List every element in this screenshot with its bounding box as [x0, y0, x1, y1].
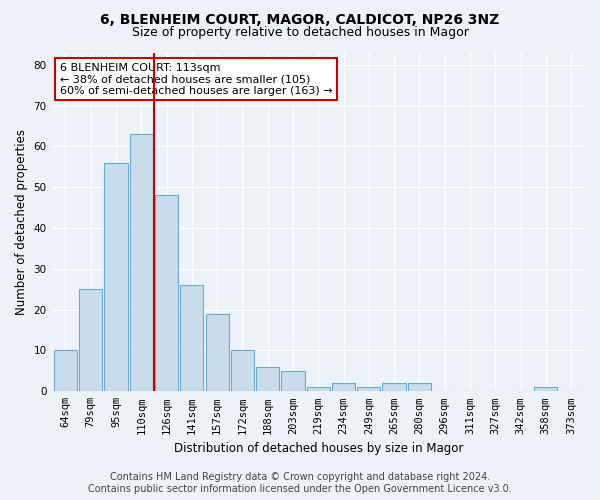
Bar	[534, 387, 557, 392]
Bar	[104, 162, 128, 392]
Bar	[357, 387, 380, 392]
Bar	[332, 383, 355, 392]
Bar	[54, 350, 77, 392]
Y-axis label: Number of detached properties: Number of detached properties	[15, 129, 28, 315]
Bar	[180, 285, 203, 392]
Text: 6 BLENHEIM COURT: 113sqm
← 38% of detached houses are smaller (105)
60% of semi-: 6 BLENHEIM COURT: 113sqm ← 38% of detach…	[59, 62, 332, 96]
Bar	[79, 290, 103, 392]
Bar	[231, 350, 254, 392]
X-axis label: Distribution of detached houses by size in Magor: Distribution of detached houses by size …	[173, 442, 463, 455]
Bar	[307, 387, 330, 392]
Text: Size of property relative to detached houses in Magor: Size of property relative to detached ho…	[131, 26, 469, 39]
Bar	[281, 371, 305, 392]
Bar	[206, 314, 229, 392]
Text: 6, BLENHEIM COURT, MAGOR, CALDICOT, NP26 3NZ: 6, BLENHEIM COURT, MAGOR, CALDICOT, NP26…	[100, 12, 500, 26]
Text: Contains HM Land Registry data © Crown copyright and database right 2024.
Contai: Contains HM Land Registry data © Crown c…	[88, 472, 512, 494]
Bar	[130, 134, 153, 392]
Bar	[155, 196, 178, 392]
Bar	[256, 367, 280, 392]
Bar	[408, 383, 431, 392]
Bar	[382, 383, 406, 392]
